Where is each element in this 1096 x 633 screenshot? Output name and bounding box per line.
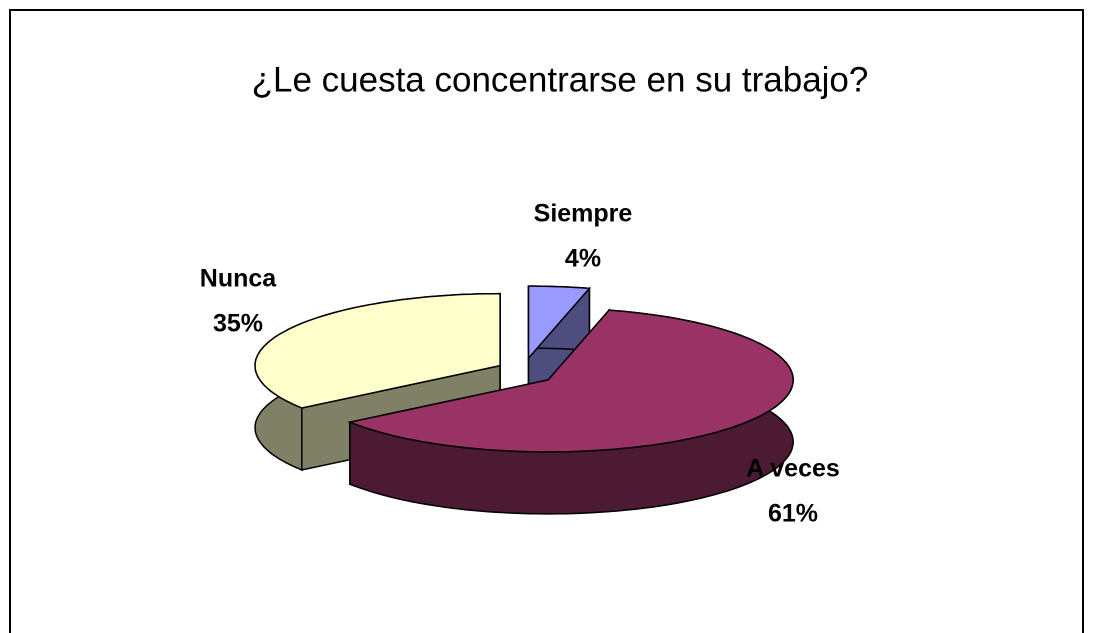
data-label-name: Nunca (200, 265, 278, 293)
data-label-name: A veces (746, 455, 840, 483)
slice (527, 285, 591, 361)
data-label-value: 35% (213, 310, 263, 338)
data-label-value: 61% (768, 500, 818, 528)
data-label-name: Siempre (534, 200, 633, 228)
slice (347, 309, 794, 453)
slice (254, 292, 501, 409)
data-label-value: 4% (565, 245, 601, 273)
chart-title: ¿Le cuesta concentrarse en su trabajo? (252, 60, 869, 99)
